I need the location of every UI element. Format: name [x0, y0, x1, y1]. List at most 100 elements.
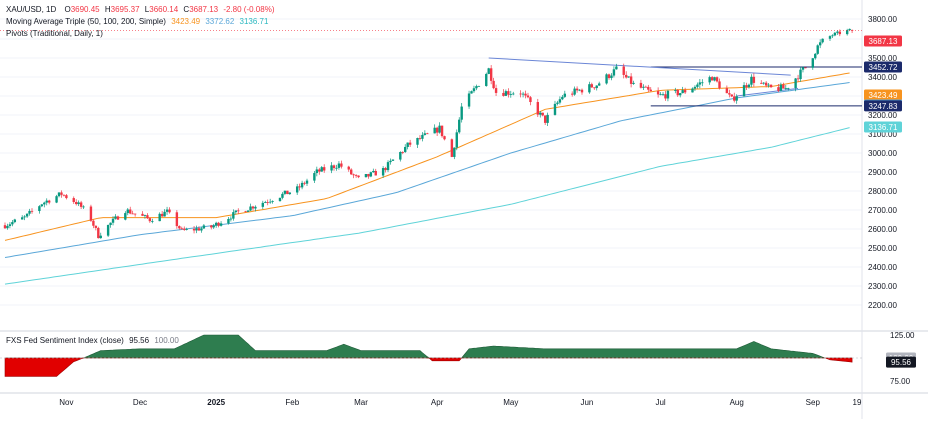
- candle: [674, 87, 677, 94]
- candle: [219, 221, 223, 227]
- candle: [760, 80, 763, 85]
- candle-body: [475, 86, 478, 89]
- candle-body: [472, 88, 476, 92]
- candle: [777, 83, 780, 93]
- price-axis-label: 3500.00: [868, 54, 897, 63]
- candle-body: [750, 76, 753, 85]
- candle: [318, 167, 321, 175]
- price-axis-label: 2400.00: [868, 263, 897, 272]
- candle-body: [408, 142, 412, 145]
- candle-body: [337, 163, 341, 168]
- candle-body: [504, 91, 508, 96]
- candle-body: [787, 87, 790, 89]
- candle-body: [200, 228, 203, 231]
- candle: [421, 132, 424, 142]
- candle: [831, 34, 834, 39]
- candle-body: [733, 96, 736, 101]
- candle-body: [453, 147, 456, 157]
- candle-body: [629, 76, 633, 84]
- open-label: O: [64, 5, 71, 14]
- candle: [558, 96, 562, 105]
- candle-body: [659, 94, 662, 96]
- pivots-legend[interactable]: Pivots (Traditional, Daily, 1): [6, 29, 103, 38]
- price-tag-label: 3136.71: [869, 123, 898, 132]
- candle: [644, 85, 648, 88]
- candle-body: [109, 222, 112, 225]
- candle-body: [848, 28, 851, 31]
- candle-body: [418, 138, 422, 139]
- price-axis-label: 3100.00: [868, 130, 897, 139]
- candle: [295, 183, 299, 195]
- candle-body: [546, 114, 549, 123]
- candle: [605, 73, 608, 85]
- candle-body: [217, 222, 220, 226]
- candle: [129, 206, 132, 215]
- candle: [57, 192, 61, 198]
- candle: [489, 65, 493, 85]
- candle: [111, 216, 115, 226]
- candle: [82, 205, 85, 210]
- price-axis-label: 2800.00: [868, 187, 897, 196]
- candle: [251, 205, 255, 211]
- candle: [13, 218, 17, 224]
- candle-body: [580, 89, 584, 93]
- candle-body: [485, 73, 488, 86]
- candle: [320, 165, 323, 172]
- price-tag-bg: [864, 100, 902, 112]
- candle: [639, 79, 643, 89]
- candle: [563, 90, 567, 98]
- price-axis-label: 3800.00: [868, 15, 897, 24]
- fxs-value: 95.56: [129, 336, 150, 345]
- candle-body: [588, 84, 591, 93]
- candle: [183, 226, 186, 231]
- candle: [676, 89, 679, 97]
- sentiment-tag-bg: [886, 356, 916, 368]
- candle-body: [818, 42, 822, 46]
- fxs-legend[interactable]: FXS Fed Sentiment Index (close) 95.56 10…: [6, 336, 179, 345]
- candle: [283, 190, 287, 196]
- candle-body: [185, 228, 188, 230]
- candle: [77, 200, 80, 207]
- candle: [214, 221, 218, 228]
- candle: [146, 213, 149, 219]
- candle: [109, 222, 112, 228]
- candle-body: [163, 211, 166, 217]
- ma-legend[interactable]: Moving Average Triple (50, 100, 200, Sim…: [6, 17, 268, 26]
- candle-body: [615, 66, 618, 70]
- candle-body: [649, 89, 652, 92]
- candle: [742, 82, 746, 97]
- candle-body: [133, 213, 137, 215]
- fxs-title: FXS Fed Sentiment Index (close): [6, 336, 124, 345]
- candle: [769, 84, 773, 88]
- candle-body: [266, 202, 269, 203]
- candle: [507, 88, 510, 98]
- candle-body: [47, 200, 51, 203]
- candle: [264, 200, 267, 204]
- candle-body: [639, 82, 643, 88]
- candle-body: [701, 82, 704, 84]
- candle: [698, 78, 702, 89]
- candle-body: [509, 94, 512, 95]
- candle-body: [57, 192, 61, 197]
- time-axis-label: Aug: [730, 398, 744, 407]
- ma100-value: 3372.62: [205, 17, 235, 26]
- candle-body: [507, 91, 510, 95]
- candle-body: [698, 82, 702, 85]
- candle: [750, 74, 753, 88]
- candle: [62, 194, 66, 197]
- candle-body: [821, 38, 824, 43]
- candle-body: [313, 173, 316, 181]
- candle-body: [661, 94, 665, 96]
- candle: [350, 168, 353, 175]
- candle: [163, 209, 166, 217]
- candle: [158, 212, 161, 222]
- candle-body: [399, 152, 402, 160]
- candle: [787, 87, 790, 91]
- candle-body: [129, 209, 132, 214]
- candle: [106, 224, 110, 238]
- candle-body: [175, 212, 179, 227]
- price-axis-label: 2900.00: [868, 168, 897, 177]
- candle: [811, 58, 815, 70]
- candle-body: [512, 93, 515, 95]
- candle-body: [570, 93, 574, 95]
